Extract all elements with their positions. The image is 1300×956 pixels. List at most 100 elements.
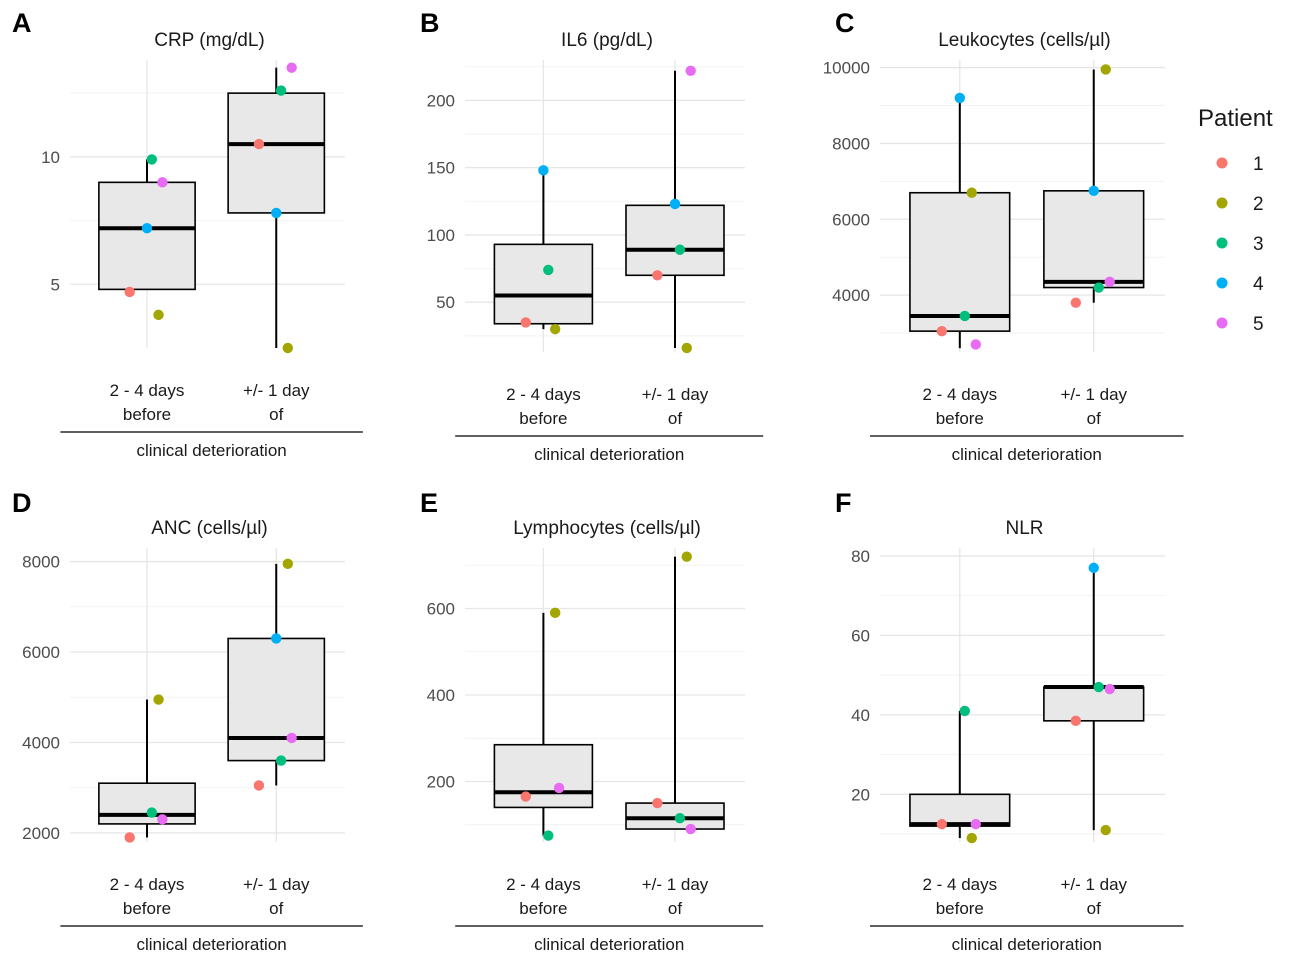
x-axis-group-label: clinical deterioration <box>534 445 684 464</box>
y-tick-label: 8000 <box>22 553 60 572</box>
y-tick-label: 40 <box>851 706 870 725</box>
x-axis-group-label: clinical deterioration <box>952 445 1102 464</box>
y-tick-label: 4000 <box>832 286 870 305</box>
x-axis-group-label: clinical deterioration <box>952 935 1102 954</box>
y-tick-label: 600 <box>427 600 455 619</box>
x-tick-label: 2 - 4 days <box>110 381 185 400</box>
data-point-patient-1 <box>936 325 948 337</box>
y-tick-label: 400 <box>427 686 455 705</box>
legend: Patient 1 2 3 4 5 <box>1198 105 1273 335</box>
x-tick-label: of <box>269 899 283 918</box>
panel-letter: A <box>12 8 32 38</box>
legend-swatch <box>1216 237 1228 249</box>
data-point-patient-2 <box>681 551 692 562</box>
data-point-patient-2 <box>1100 64 1111 75</box>
panel-d: 2000 4000 6000 8000 ANC (cells/µl) D 2 - 4 day… <box>12 488 363 954</box>
x-tick-label: 2 - 4 days <box>110 875 185 894</box>
x-tick-label: 2 - 4 days <box>506 385 581 404</box>
data-point-patient-3 <box>959 310 970 322</box>
panel-title: ANC (cells/µl) <box>151 518 268 539</box>
data-point-patient-2 <box>153 309 164 321</box>
y-tick-label: 8000 <box>832 134 870 153</box>
data-point-patient-1 <box>520 317 531 328</box>
data-point-patient-1 <box>253 780 265 791</box>
x-tick-label: +/- 1 day <box>642 875 709 894</box>
data-point-patient-3 <box>275 85 287 96</box>
panel-title: Leukocytes (cells/µl) <box>938 30 1111 51</box>
data-point-patient-1 <box>652 270 663 281</box>
box <box>98 782 196 825</box>
panel-letter: B <box>420 8 440 38</box>
panel-b: 50 100 150 200 IL6 (pg/dL) B 2 - 4 days before +… <box>420 8 764 464</box>
box <box>625 204 725 277</box>
data-point-patient-3 <box>146 807 158 818</box>
x-tick-label: before <box>123 899 171 918</box>
data-point-patient-5 <box>970 339 981 350</box>
data-point-patient-3 <box>275 755 287 766</box>
data-point-patient-5 <box>1104 683 1115 695</box>
data-point-patient-3 <box>146 154 158 165</box>
x-tick-label: before <box>519 409 567 428</box>
x-axis-group-label: clinical deterioration <box>137 441 287 460</box>
x-tick-label: +/- 1 day <box>642 385 709 404</box>
data-point-patient-2 <box>681 342 692 354</box>
x-tick-label: +/- 1 day <box>243 875 310 894</box>
data-point-patient-3 <box>959 705 970 717</box>
data-point-patient-3 <box>1093 282 1104 293</box>
data-point-patient-2 <box>282 558 293 570</box>
x-tick-label: +/- 1 day <box>243 381 310 400</box>
data-point-patient-1 <box>1070 297 1081 308</box>
data-point-patient-3 <box>1093 681 1104 693</box>
box <box>227 637 326 762</box>
legend-label: 1 <box>1253 154 1264 175</box>
y-tick-label: 200 <box>427 91 455 110</box>
data-point-patient-4 <box>669 198 681 210</box>
data-point-patient-1 <box>520 791 531 802</box>
data-point-patient-4 <box>538 165 549 176</box>
x-tick-label: before <box>123 405 171 424</box>
y-tick-label: 4000 <box>22 733 60 752</box>
data-point-patient-2 <box>153 694 164 705</box>
panel-e: 200 400 600 Lymphocytes (cells/µl) E 2 - 4 da… <box>420 488 764 954</box>
x-tick-label: +/- 1 day <box>1060 875 1127 894</box>
data-point-patient-5 <box>970 818 981 830</box>
panel-letter: C <box>835 8 855 38</box>
x-tick-label: 2 - 4 days <box>506 875 581 894</box>
x-tick-label: before <box>936 409 984 428</box>
legend-swatch <box>1216 197 1228 209</box>
data-point-patient-4 <box>271 633 282 644</box>
legend-swatch <box>1216 317 1228 329</box>
data-point-patient-1 <box>1070 715 1081 727</box>
y-tick-label: 6000 <box>832 210 870 229</box>
x-tick-label: 2 - 4 days <box>922 385 997 404</box>
panel-letter: F <box>835 488 852 518</box>
x-tick-label: before <box>519 899 567 918</box>
data-point-patient-2 <box>966 832 977 844</box>
x-tick-label: of <box>668 409 682 428</box>
x-tick-label: of <box>1087 409 1101 428</box>
data-point-patient-3 <box>543 830 554 841</box>
data-point-patient-2 <box>966 187 977 198</box>
legend-swatch <box>1216 157 1228 169</box>
legend-swatch <box>1216 277 1228 289</box>
panel-letter: E <box>420 488 438 518</box>
legend-title: Patient <box>1198 105 1273 132</box>
data-point-patient-4 <box>954 92 965 104</box>
legend-label: 4 <box>1253 274 1264 295</box>
panel-letter: D <box>12 488 32 518</box>
data-point-patient-3 <box>543 264 554 276</box>
legend-label: 5 <box>1253 314 1264 335</box>
data-point-patient-2 <box>282 342 293 354</box>
y-tick-label: 100 <box>427 226 455 245</box>
y-tick-label: 20 <box>851 785 870 804</box>
panel-title: NLR <box>1005 518 1043 539</box>
x-tick-label: of <box>668 899 682 918</box>
y-tick-label: 200 <box>427 772 455 791</box>
x-axis-group-label: clinical deterioration <box>137 935 287 954</box>
data-point-patient-1 <box>936 818 948 830</box>
data-point-patient-2 <box>549 323 561 335</box>
data-point-patient-5 <box>286 732 297 744</box>
panel-title: IL6 (pg/dL) <box>561 30 653 51</box>
data-point-patient-4 <box>141 223 153 234</box>
